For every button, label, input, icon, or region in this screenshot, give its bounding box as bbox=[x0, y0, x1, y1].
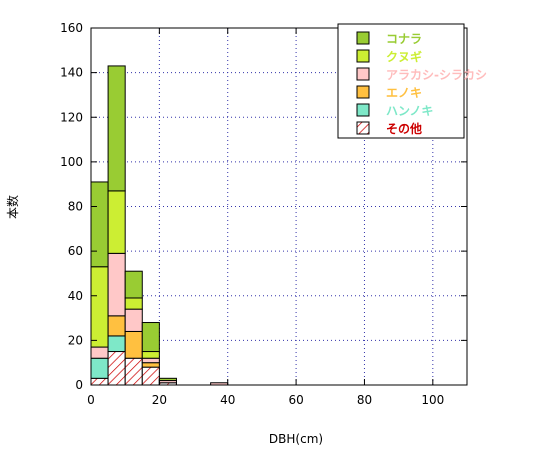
axis-ticks: 0 20 40 60 80 100 120 140 160 0 20 40 60 80 100 bbox=[60, 21, 467, 407]
legend-label-4: ハンノキ bbox=[386, 104, 433, 118]
bar-bin0-series5 bbox=[90, 181, 109, 268]
bar-bin4-series5 bbox=[158, 377, 177, 382]
x-tick-label-0: 0 bbox=[87, 393, 95, 407]
x-tick-label-3: 60 bbox=[288, 393, 303, 407]
bar-bin3-series0 bbox=[141, 366, 160, 386]
bar-bin1-series2 bbox=[107, 315, 126, 337]
legend-label-5: その他 bbox=[386, 121, 422, 136]
y-tick-label-3: 60 bbox=[68, 244, 83, 258]
bar-bin2-series4 bbox=[124, 297, 143, 310]
legend-swatch-5 bbox=[356, 121, 370, 135]
bar-bin1-series1 bbox=[107, 335, 126, 353]
x-tick-label-5: 100 bbox=[421, 393, 444, 407]
x-tick-label-2: 40 bbox=[220, 393, 235, 407]
legend-label-2: アラカシ-シラカシ bbox=[386, 68, 487, 82]
y-tick-label-4: 80 bbox=[68, 200, 83, 214]
x-tick-label-4: 80 bbox=[357, 393, 372, 407]
bar-bin1-series3 bbox=[107, 252, 126, 317]
bar-bin1-series4 bbox=[107, 190, 126, 254]
y-tick-label-5: 100 bbox=[60, 155, 83, 169]
legend-swatch-0 bbox=[356, 31, 370, 45]
bar-bin2-series2 bbox=[124, 330, 143, 359]
legend-label-1: クヌギ bbox=[386, 49, 422, 64]
y-axis-title: 本数 bbox=[5, 195, 20, 219]
bar-bin3-series4 bbox=[141, 351, 160, 359]
legend-swatch-3 bbox=[356, 85, 370, 99]
bars bbox=[90, 65, 229, 386]
bar-bin0-series4 bbox=[90, 266, 109, 348]
y-tick-label-6: 120 bbox=[60, 110, 83, 124]
bar-bin2-series0 bbox=[124, 357, 143, 386]
x-tick-label-1: 20 bbox=[152, 393, 167, 407]
legend-swatch-4 bbox=[356, 103, 370, 117]
y-tick-label-2: 40 bbox=[68, 289, 83, 303]
x-axis-title: DBH(cm) bbox=[269, 432, 323, 446]
bar-bin1-series0 bbox=[107, 351, 126, 386]
legend-swatch-2 bbox=[356, 67, 370, 81]
y-tick-label-1: 20 bbox=[68, 333, 83, 347]
legend-swatch-1 bbox=[356, 49, 370, 63]
bar-bin0-series0 bbox=[90, 377, 109, 386]
y-tick-label-8: 160 bbox=[60, 21, 83, 35]
y-tick-label-0: 0 bbox=[75, 378, 83, 392]
grid-lines bbox=[91, 28, 467, 385]
bar-bin0-series1 bbox=[90, 357, 109, 379]
bar-bin3-series2 bbox=[141, 362, 160, 368]
legend-label-0: コナラ bbox=[386, 32, 422, 46]
bar-bin3-series5 bbox=[141, 322, 160, 353]
legend-label-3: エノキ bbox=[386, 86, 422, 100]
bar-bin2-series3 bbox=[124, 308, 143, 332]
bar-bin1-series5 bbox=[107, 65, 126, 192]
bar-bin3-series3 bbox=[141, 357, 160, 364]
bar-bin2-series5 bbox=[124, 270, 143, 299]
y-tick-label-7: 140 bbox=[60, 66, 83, 80]
bar-bin0-series3 bbox=[90, 346, 109, 359]
